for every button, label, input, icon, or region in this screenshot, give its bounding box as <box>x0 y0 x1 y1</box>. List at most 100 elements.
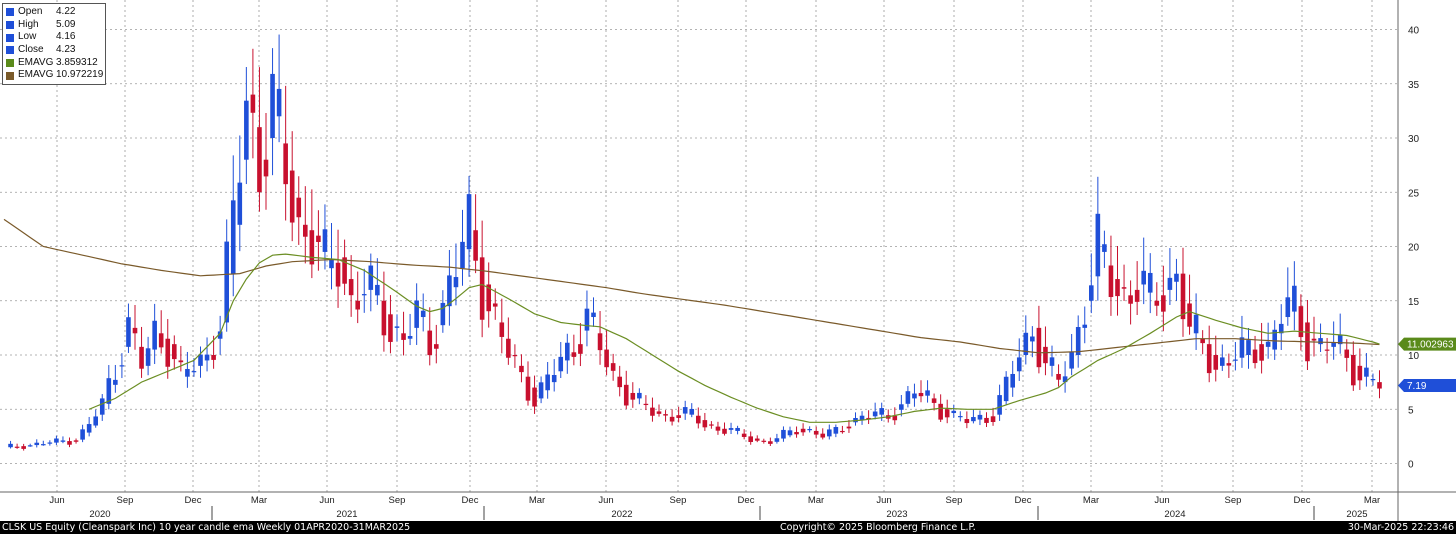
candle <box>172 335 177 370</box>
candle <box>787 426 793 438</box>
candle-body <box>1010 373 1015 388</box>
candle <box>1174 258 1179 301</box>
candle-body <box>394 326 400 328</box>
candle-body <box>1161 295 1166 312</box>
candle <box>303 186 308 264</box>
candle <box>1161 265 1166 332</box>
x-tick-label: Jun <box>876 495 891 506</box>
candle-body <box>833 427 839 434</box>
candle-body <box>597 333 603 351</box>
candle-body <box>1364 367 1369 377</box>
candle-body <box>427 330 433 356</box>
candle <box>643 395 649 411</box>
candle <box>807 426 812 433</box>
candle <box>165 319 171 379</box>
candle <box>466 175 472 277</box>
candle <box>1213 335 1219 382</box>
candle <box>1311 316 1317 357</box>
candle-body <box>977 414 983 420</box>
candle-body <box>1344 349 1350 358</box>
candle-body <box>486 284 491 312</box>
candle-body <box>420 310 426 318</box>
candle <box>1069 333 1074 376</box>
candle-body <box>355 300 360 310</box>
candle <box>276 34 282 143</box>
last-value-badges: 11.002963 7.19 <box>1398 337 1456 392</box>
candle-body <box>623 384 629 406</box>
y-tick-label: 40 <box>1408 26 1420 37</box>
candle <box>1043 326 1048 376</box>
candle-body <box>1174 273 1179 282</box>
candle <box>270 48 275 176</box>
candle-body <box>1089 285 1094 301</box>
candle-body <box>1069 352 1074 369</box>
candle-body <box>158 333 164 348</box>
legend-swatch <box>6 33 14 42</box>
candle-body <box>1324 349 1330 351</box>
candle-body <box>637 392 642 399</box>
candle-body <box>1292 285 1297 312</box>
candle <box>931 393 937 411</box>
candle <box>178 345 184 372</box>
candle <box>1285 267 1291 326</box>
candle-body <box>1200 338 1205 344</box>
candle <box>460 209 465 286</box>
y-tick-label: 0 <box>1408 460 1414 471</box>
candle-body <box>702 420 708 428</box>
candle-body <box>1036 327 1042 368</box>
candle-body <box>440 302 446 326</box>
candle <box>368 253 374 312</box>
candle <box>637 388 642 405</box>
candle <box>538 376 544 404</box>
x-tick-label: Sep <box>946 495 963 506</box>
candle-body <box>8 443 13 448</box>
candle-body <box>551 375 557 383</box>
candle <box>335 229 341 308</box>
candle <box>1252 335 1258 369</box>
candle <box>728 422 734 435</box>
x-tick-label: Jun <box>319 495 334 506</box>
candle <box>1016 338 1022 381</box>
ema-short-line <box>88 253 1380 423</box>
candle-body <box>316 235 321 242</box>
candle-body <box>879 408 884 415</box>
candle-body <box>1246 340 1251 355</box>
x-tick-label: Dec <box>1294 495 1311 506</box>
x-year-label: 2023 <box>886 509 907 520</box>
candle-body <box>473 230 478 261</box>
candle-body <box>342 257 347 284</box>
candle-body <box>401 333 406 340</box>
candle-body <box>820 433 826 438</box>
candle <box>60 436 66 444</box>
candle <box>918 380 924 403</box>
candle-body <box>663 414 668 416</box>
candle-body <box>538 382 544 399</box>
y-tick-label: 5 <box>1408 405 1414 416</box>
candle <box>21 443 26 451</box>
legend-label: EMAVG <box>18 56 54 68</box>
candle <box>630 382 636 408</box>
candle-body <box>918 392 924 397</box>
candle <box>119 353 125 379</box>
candle <box>113 364 118 393</box>
candle-body <box>709 424 714 426</box>
candle <box>1292 261 1297 331</box>
candle <box>73 438 79 444</box>
candle <box>440 290 446 333</box>
x-tick-label: Dec <box>738 495 755 506</box>
candle <box>748 431 753 445</box>
candle <box>623 370 629 410</box>
candle <box>1056 364 1061 387</box>
badge-shape <box>1398 378 1456 392</box>
candle-body <box>859 415 865 421</box>
candle <box>951 404 957 418</box>
candle-body <box>1187 303 1192 327</box>
legend-value: 3.859312 <box>56 56 98 68</box>
candle <box>1206 325 1212 383</box>
candle-body <box>198 354 203 366</box>
candle <box>1180 247 1186 337</box>
legend-value: 4.23 <box>56 44 76 56</box>
candle <box>1220 344 1225 371</box>
candle-body <box>1180 273 1186 320</box>
